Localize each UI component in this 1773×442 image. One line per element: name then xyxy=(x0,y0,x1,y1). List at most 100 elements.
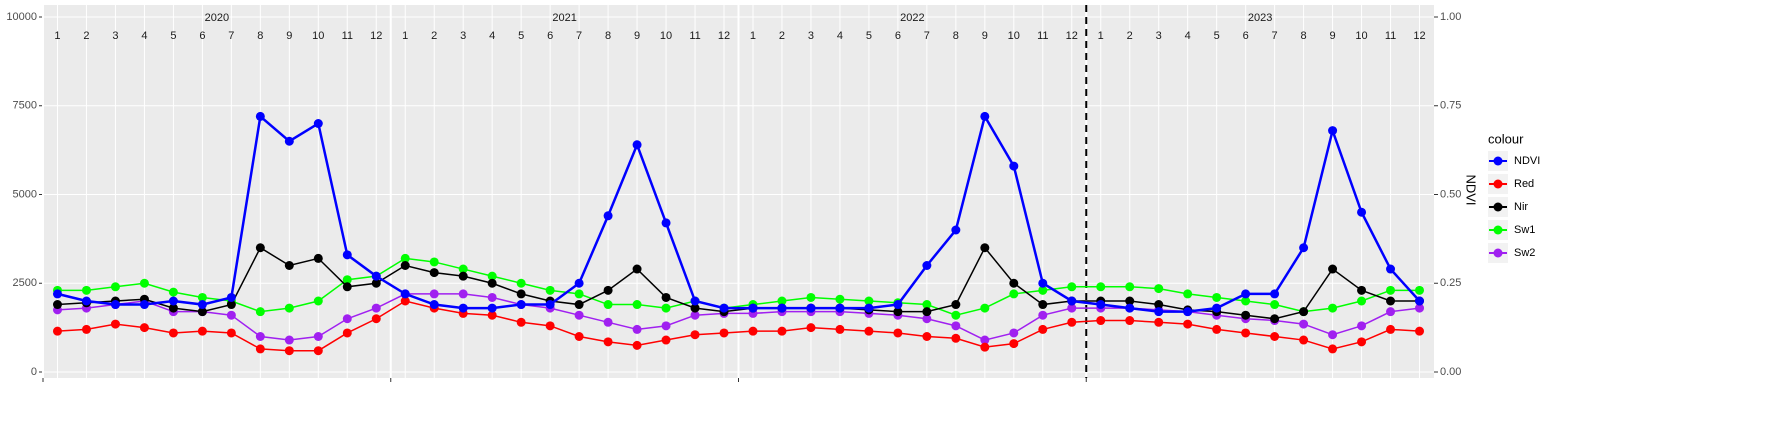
data-point xyxy=(458,289,468,299)
data-point xyxy=(284,303,294,313)
data-point xyxy=(574,278,584,288)
month-label: 4 xyxy=(837,30,843,42)
data-point xyxy=(1212,324,1222,334)
y2-tick-label: 0.00 xyxy=(1440,366,1461,378)
data-point xyxy=(110,319,120,329)
data-point xyxy=(603,317,613,327)
month-label: 7 xyxy=(1272,30,1278,42)
data-point xyxy=(400,296,410,306)
data-point xyxy=(922,300,932,310)
month-label: 10 xyxy=(1355,30,1367,42)
month-label: 12 xyxy=(370,30,382,42)
legend-label: Nir xyxy=(1514,201,1528,213)
data-point xyxy=(951,300,961,310)
data-point xyxy=(1096,300,1106,310)
data-point xyxy=(661,292,671,302)
data-point xyxy=(429,289,439,299)
data-point xyxy=(632,264,642,274)
data-point xyxy=(1357,296,1367,306)
month-label: 7 xyxy=(228,30,234,42)
month-label: 4 xyxy=(1185,30,1191,42)
data-point xyxy=(1038,310,1048,320)
month-label: 4 xyxy=(489,30,495,42)
data-point xyxy=(516,317,526,327)
data-point xyxy=(893,300,903,310)
data-point xyxy=(81,285,91,295)
data-point xyxy=(1386,307,1396,317)
data-point xyxy=(980,335,990,345)
data-point xyxy=(255,344,265,354)
data-point xyxy=(284,261,294,270)
data-point xyxy=(400,289,410,299)
data-point xyxy=(197,326,207,336)
data-point xyxy=(52,300,62,310)
data-point xyxy=(197,300,207,310)
y-tick-label: 5000 xyxy=(13,188,37,200)
data-point xyxy=(1357,321,1367,331)
data-point xyxy=(603,300,613,310)
data-point xyxy=(284,335,294,345)
data-point xyxy=(1125,303,1135,313)
year-label: 2023 xyxy=(1248,12,1272,24)
data-point xyxy=(139,323,149,333)
data-point xyxy=(1154,307,1164,317)
data-point xyxy=(226,300,236,310)
data-point xyxy=(1328,344,1338,354)
legend-marker xyxy=(1493,202,1503,212)
data-point xyxy=(574,289,584,299)
data-point xyxy=(1386,285,1396,295)
data-point xyxy=(313,332,323,341)
month-label: 11 xyxy=(342,30,353,42)
year-label: 2022 xyxy=(900,12,924,24)
month-label: 8 xyxy=(953,30,959,42)
data-point xyxy=(1299,243,1309,253)
month-label: 12 xyxy=(718,30,730,42)
data-point xyxy=(139,278,149,288)
data-point xyxy=(284,136,294,146)
data-point xyxy=(197,307,207,317)
data-point xyxy=(632,140,642,150)
month-label: 3 xyxy=(808,30,814,42)
month-label: 6 xyxy=(199,30,205,42)
month-label: 5 xyxy=(518,30,524,42)
month-label: 1 xyxy=(54,30,60,42)
month-label: 11 xyxy=(1385,30,1396,42)
month-label: 3 xyxy=(1156,30,1162,42)
data-point xyxy=(516,289,526,299)
y-tick-label: 10000 xyxy=(6,11,37,23)
data-point xyxy=(1067,303,1077,313)
month-label: 2 xyxy=(779,30,785,42)
data-point xyxy=(1415,303,1425,313)
data-point xyxy=(777,296,787,306)
data-point xyxy=(1241,289,1251,299)
legend-marker xyxy=(1493,179,1503,189)
data-point xyxy=(1183,289,1193,299)
data-point xyxy=(1241,310,1251,320)
month-label: 5 xyxy=(1214,30,1220,42)
data-point xyxy=(574,300,584,310)
data-point xyxy=(139,300,149,310)
month-label: 8 xyxy=(257,30,263,42)
data-point xyxy=(1009,328,1019,338)
legend-marker xyxy=(1493,156,1503,166)
data-point xyxy=(806,303,816,313)
data-point xyxy=(487,292,497,302)
month-label: 6 xyxy=(1243,30,1249,42)
data-point xyxy=(1415,296,1425,306)
month-label: 4 xyxy=(141,30,147,42)
series-line xyxy=(57,300,1420,352)
data-point xyxy=(255,111,265,121)
data-point xyxy=(1270,332,1280,341)
y-tick-label: 7500 xyxy=(13,100,37,112)
data-point xyxy=(81,296,91,306)
month-label: 6 xyxy=(547,30,553,42)
data-point xyxy=(1183,319,1193,329)
month-label: 11 xyxy=(1037,30,1048,42)
data-point xyxy=(980,243,990,253)
data-point xyxy=(81,324,91,334)
data-point xyxy=(1038,300,1048,310)
data-point xyxy=(893,307,903,317)
data-point xyxy=(864,303,874,313)
data-point xyxy=(168,328,178,338)
data-point xyxy=(777,303,787,313)
